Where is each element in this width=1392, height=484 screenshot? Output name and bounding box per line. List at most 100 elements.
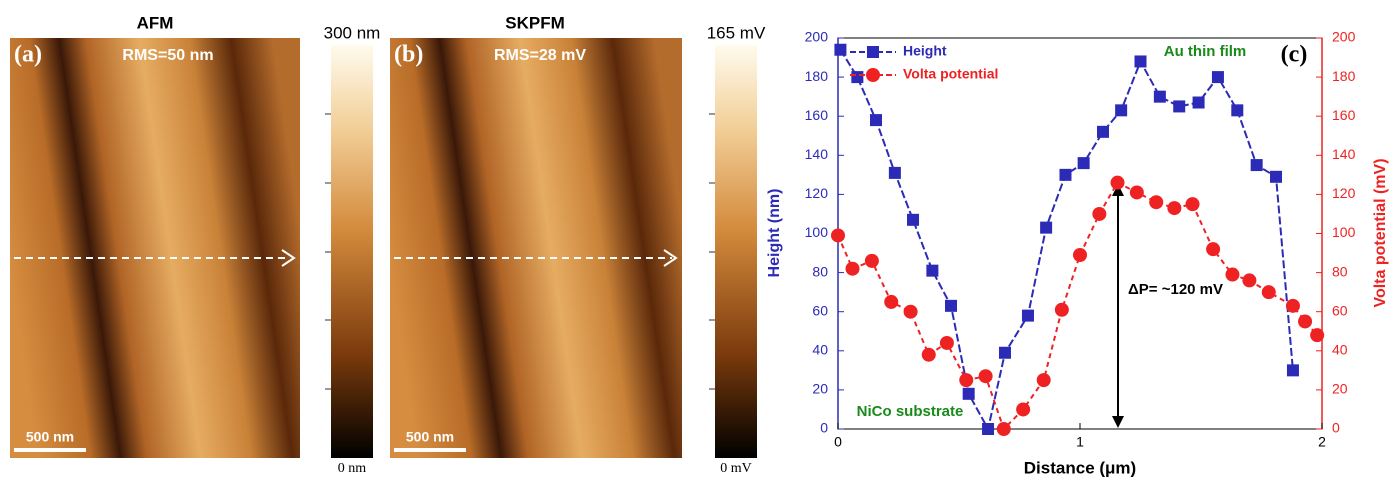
data-point [945, 299, 958, 312]
y-tick-label: 20 [812, 381, 828, 397]
y-tick-label: 200 [805, 29, 829, 45]
data-point [1016, 402, 1031, 417]
data-point [959, 373, 974, 388]
y2-tick-label: 20 [1332, 381, 1348, 397]
y2-axis-title: Volta potential (mV) [1372, 158, 1389, 307]
data-point [1185, 197, 1200, 212]
y2-tick-label: 0 [1332, 420, 1340, 436]
x-tick-label: 2 [1318, 434, 1326, 450]
y2-tick-label: 160 [1332, 107, 1356, 123]
data-point [962, 387, 975, 400]
colorbar-ticks [709, 113, 715, 390]
data-point [884, 294, 899, 309]
data-point [1077, 157, 1090, 170]
plot-frame [837, 37, 1323, 430]
data-point [978, 369, 993, 384]
data-point [939, 335, 954, 350]
colorbar [715, 45, 757, 458]
data-point [1192, 96, 1205, 109]
colorbar-min: 0 mV [720, 461, 752, 476]
data-point [1134, 55, 1147, 68]
annotation: Au thin film [1164, 43, 1247, 60]
x-tick-label: 1 [1076, 434, 1084, 450]
legend-label: Height [903, 43, 947, 59]
legend-label: Volta potential [903, 66, 998, 82]
y-tick-label: 140 [805, 146, 829, 162]
data-point [1298, 314, 1313, 329]
data-point [1040, 221, 1053, 234]
colorbar-min: 0 nm [338, 461, 367, 476]
colorbar-max: 165 mV [707, 23, 766, 42]
rms-label: RMS=28 mV [494, 47, 586, 64]
afm-image [10, 38, 300, 458]
data-point [1270, 170, 1283, 183]
y2-tick-label: 100 [1332, 224, 1356, 240]
scale-bar-label: 500 nm [26, 429, 74, 445]
annotation: NiCo substrate [857, 403, 964, 420]
data-point [1285, 298, 1300, 313]
y-axis-title: Height (nm) [766, 189, 783, 278]
data-point [1225, 267, 1240, 282]
data-point [926, 264, 939, 277]
data-point [996, 422, 1011, 436]
colorbar-ticks [325, 113, 331, 390]
data-point [1096, 125, 1109, 138]
panel-label: (b) [394, 42, 423, 68]
y-tick-label: 80 [812, 263, 828, 279]
y-tick-label: 180 [805, 68, 829, 84]
legend-marker [866, 68, 880, 82]
data-point [903, 304, 918, 319]
data-point [921, 347, 936, 362]
y-tick-label: 120 [805, 185, 829, 201]
y2-tick-label: 60 [1332, 302, 1348, 318]
line-chart: (c) Au thin film NiCo substrate ΔP= ~120… [766, 29, 1389, 478]
y2-tick-label: 40 [1332, 342, 1348, 358]
y-tick-label: 160 [805, 107, 829, 123]
annotation: ΔP= ~120 mV [1128, 281, 1223, 298]
data-point [1231, 104, 1244, 117]
series-line [839, 49, 1294, 432]
arrow-head [281, 249, 296, 267]
data-point [1286, 364, 1299, 377]
data-point [1167, 201, 1182, 216]
y-tick-label: 40 [812, 342, 828, 358]
y-tick-label: 0 [820, 420, 828, 436]
data-point [1153, 90, 1166, 103]
panel-label: (a) [14, 42, 42, 68]
y2-tick-label: 80 [1332, 263, 1348, 279]
data-point [864, 253, 879, 268]
arrow-head [663, 249, 678, 267]
data-point [1129, 185, 1144, 200]
data-point [831, 228, 845, 243]
data-point [1149, 195, 1164, 210]
data-point [869, 114, 882, 127]
data-point [1310, 328, 1325, 343]
y-tick-label: 60 [812, 302, 828, 318]
data-point [998, 346, 1011, 359]
data-point [1054, 302, 1069, 317]
data-point [1206, 242, 1221, 257]
data-point [1261, 285, 1276, 300]
data-point [1073, 248, 1087, 263]
data-point [1115, 104, 1128, 117]
y2-tick-label: 140 [1332, 146, 1356, 162]
data-point [907, 213, 920, 226]
data-point [1211, 71, 1224, 84]
skpfm-image [390, 38, 682, 458]
panel-label: (c) [1281, 42, 1308, 68]
data-point [851, 71, 864, 84]
data-point [1242, 273, 1257, 288]
data-point [1092, 206, 1107, 221]
scale-bar-label: 500 nm [406, 429, 454, 445]
y2-tick-label: 120 [1332, 185, 1356, 201]
data-point [982, 423, 995, 435]
y2-tick-label: 200 [1332, 29, 1356, 45]
data-point [1250, 159, 1263, 172]
colorbar-max: 300 nm [324, 23, 381, 42]
data-point [845, 261, 860, 276]
data-point [888, 166, 901, 179]
data-point [1110, 175, 1125, 190]
y-tick-label: 100 [805, 224, 829, 240]
